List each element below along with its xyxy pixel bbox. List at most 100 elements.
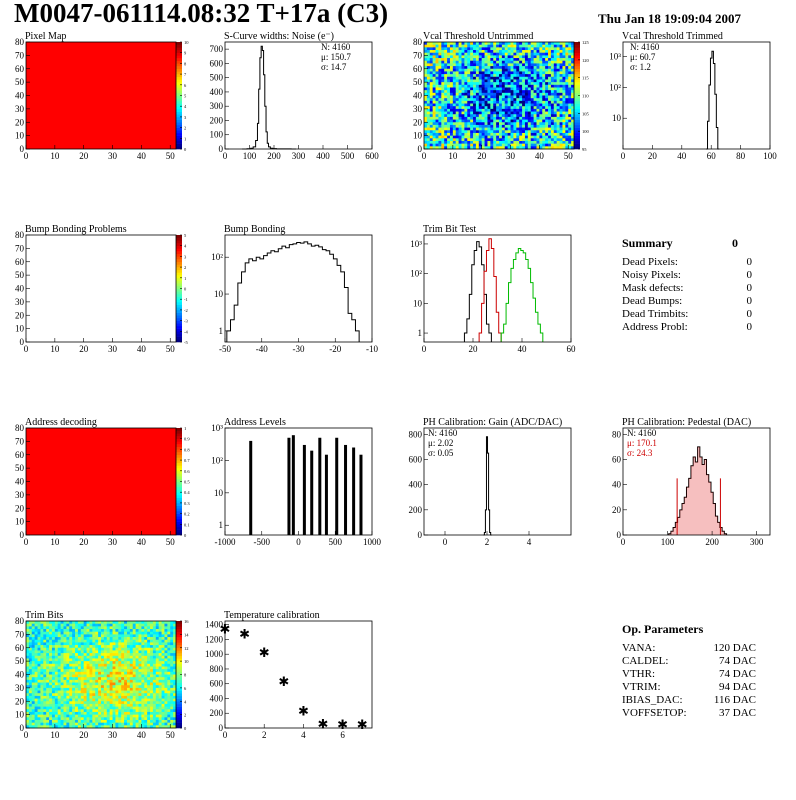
heatmap-cell — [63, 687, 67, 691]
heatmap-cell — [40, 701, 44, 705]
hist-fill — [668, 446, 727, 535]
heatmap-cell — [147, 706, 151, 710]
palette-band — [176, 95, 182, 99]
heatmap-cell — [126, 653, 131, 657]
heatmap-cell — [441, 138, 445, 142]
heatmap-cell — [533, 114, 537, 118]
heatmap-cell — [83, 621, 87, 625]
heatmap-cell — [124, 706, 128, 710]
heatmap-cell — [522, 60, 526, 64]
heatmap-cell — [89, 671, 93, 675]
op-params-title: Op. Parameters — [622, 622, 704, 636]
heatmap-cell — [60, 693, 64, 697]
heatmap-cell — [101, 709, 105, 713]
heatmap-cell — [51, 639, 56, 643]
heatmap-cell — [519, 87, 523, 91]
heatmap-cell — [28, 690, 33, 694]
heatmap-cell — [66, 621, 70, 625]
heatmap-cell — [499, 103, 503, 107]
heatmap-cell — [501, 58, 506, 62]
heatmap-cell — [507, 82, 511, 86]
heatmap-cell — [57, 666, 62, 670]
heatmap-cell — [487, 52, 491, 56]
heatmap-cell — [115, 650, 119, 654]
heatmap-cell — [75, 637, 79, 641]
heatmap-cell — [519, 98, 523, 102]
heatmap-cell — [464, 58, 468, 62]
heatmap-cell — [444, 44, 448, 48]
heatmap-cell — [524, 116, 529, 120]
heatmap-cell — [530, 74, 535, 78]
heatmap-cell — [452, 76, 457, 80]
palette-tick-label: 1 — [184, 136, 186, 141]
heatmap-cell — [115, 653, 119, 657]
heatmap-cell — [43, 669, 47, 673]
heatmap-cell — [155, 626, 160, 630]
heatmap-cell — [519, 71, 523, 75]
heatmap-cell — [101, 685, 105, 689]
heatmap-cell — [559, 132, 563, 137]
heatmap-cell — [126, 725, 131, 729]
palette-tick-label: 0 — [184, 533, 187, 538]
heatmap-cell — [507, 68, 511, 72]
heatmap-cell — [553, 58, 558, 62]
palette-band — [176, 245, 182, 249]
heatmap-cell — [438, 146, 442, 150]
heatmap-cell — [112, 685, 116, 689]
y-tick-label: 40 — [413, 91, 423, 101]
heatmap-cell — [493, 100, 497, 104]
heatmap-cell — [556, 132, 560, 137]
heatmap-cell — [559, 138, 563, 142]
heatmap-cell — [548, 68, 552, 72]
heatmap-cell — [126, 645, 131, 649]
heatmap-cell — [40, 631, 44, 635]
heatmap-cell — [60, 685, 64, 689]
palette-band — [176, 256, 182, 260]
heatmap-cell — [548, 55, 552, 59]
heatmap-cell — [447, 124, 451, 128]
heatmap-cell — [144, 687, 148, 691]
heatmap-cell — [112, 623, 116, 627]
heatmap-cell — [513, 108, 517, 112]
y-tick-label: 50 — [15, 656, 25, 666]
heatmap-cell — [60, 706, 64, 710]
heatmap-cell — [40, 695, 44, 699]
heatmap-cell — [487, 143, 491, 147]
heatmap-cell — [89, 642, 93, 646]
heatmap-cell — [513, 84, 517, 88]
heatmap-cell — [60, 690, 64, 694]
heatmap-cell — [455, 76, 460, 80]
heatmap-cell — [164, 626, 168, 630]
heatmap-cell — [34, 637, 38, 641]
heatmap-cell — [49, 655, 53, 659]
stats-text: μ: 170.1 — [627, 438, 657, 448]
palette-band — [574, 106, 580, 110]
heatmap-cell — [522, 84, 526, 88]
heatmap-cell — [499, 119, 503, 123]
palette-band — [176, 428, 182, 431]
heatmap-cell — [496, 98, 500, 102]
heatmap-cell — [473, 60, 477, 64]
palette-tick-label: -2 — [184, 308, 188, 313]
plot-frame — [423, 427, 572, 536]
heatmap-cell — [167, 690, 171, 694]
heatmap-cell — [542, 87, 546, 91]
heatmap-cell — [141, 631, 145, 635]
palette-band — [176, 513, 182, 517]
heatmap-cell — [548, 76, 552, 80]
heatmap-cell — [565, 111, 569, 115]
heatmap-cell — [95, 717, 99, 721]
heatmap-cell — [458, 92, 462, 96]
heatmap-cell — [43, 695, 47, 699]
hist-spike — [318, 437, 322, 535]
heatmap-cell — [571, 50, 575, 54]
heatmap-cell — [112, 655, 116, 659]
heatmap-cell — [556, 106, 560, 110]
heatmap-cell — [432, 135, 436, 139]
x-tick-label: 0 — [621, 151, 626, 161]
heatmap-cell — [458, 52, 462, 56]
heatmap-cell — [98, 639, 102, 643]
heatmap-cell — [49, 669, 53, 673]
heatmap-cell — [118, 695, 122, 699]
heatmap-cell — [550, 82, 555, 86]
